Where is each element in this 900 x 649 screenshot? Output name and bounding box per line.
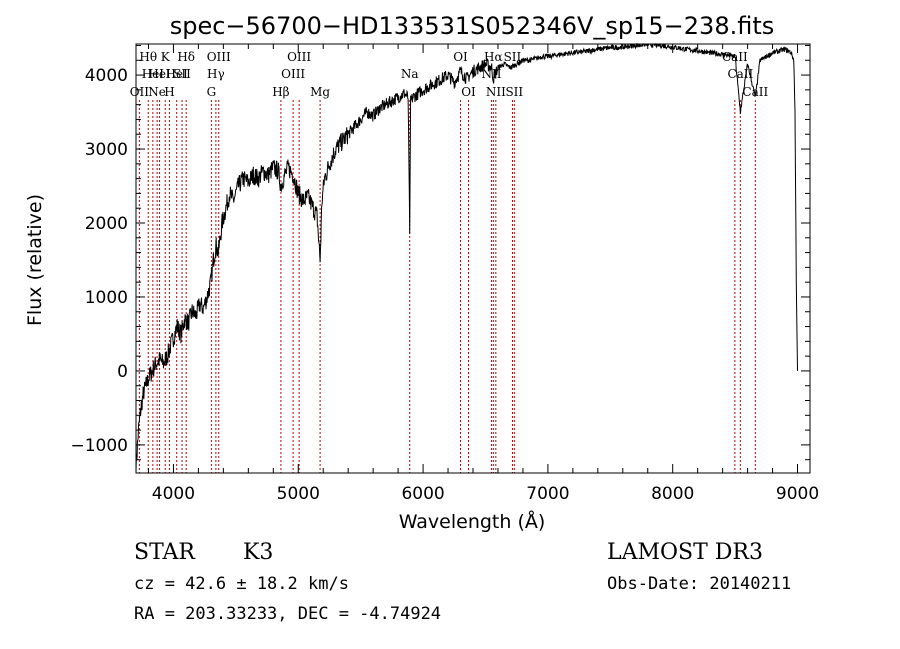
object-class: STAR bbox=[134, 540, 195, 565]
y-tick-label: −1000 bbox=[70, 436, 128, 456]
spectral-line-label: Ne bbox=[148, 85, 166, 99]
spectral-line-label: K bbox=[161, 50, 171, 64]
spectral-line-label: OI bbox=[453, 50, 468, 64]
spectral-line-label: SII bbox=[505, 85, 523, 99]
spectral-line-label: SII bbox=[504, 50, 522, 64]
spectral-line-label: OIII bbox=[207, 50, 231, 64]
spectral-line-markers: OIIHθHeINeHeIKHHeISIIHδGHγOIIIHβOIIIOIII… bbox=[130, 50, 768, 473]
spectral-line-label: HeI bbox=[148, 67, 171, 81]
y-tick-label: 2000 bbox=[85, 214, 128, 234]
spectral-line-label: Hβ bbox=[272, 85, 289, 99]
redshift-velocity: cz = 42.6 ± 18.2 km/s bbox=[134, 574, 349, 594]
survey-name: LAMOST DR3 bbox=[607, 540, 763, 565]
spectral-line-label: Na bbox=[401, 67, 419, 81]
spectral-line-label: Hθ bbox=[139, 50, 157, 64]
spectral-line-label: OI bbox=[461, 85, 476, 99]
x-tick-label: 9000 bbox=[776, 484, 819, 504]
y-tick-label: 1000 bbox=[85, 288, 128, 308]
x-axis: 4000 5000 6000 7000 8000 9000 bbox=[147, 44, 819, 504]
spectral-line-label: Hγ bbox=[207, 67, 225, 81]
spectral-line-label: Hα bbox=[484, 50, 503, 64]
spectral-line-label: CaII bbox=[727, 67, 753, 81]
spectral-line-label: NII bbox=[486, 85, 506, 99]
y-axis: −1000 0 1000 2000 3000 4000 bbox=[70, 44, 810, 461]
object-subclass: K3 bbox=[243, 540, 274, 565]
spectral-line-label: G bbox=[207, 85, 217, 99]
spectral-line-label: Mg bbox=[310, 85, 330, 99]
x-axis-title: Wavelength (Å) bbox=[399, 510, 546, 533]
observation-date: Obs-Date: 20140211 bbox=[607, 574, 792, 594]
y-axis-title: Flux (relative) bbox=[24, 194, 46, 326]
x-tick-label: 7000 bbox=[526, 484, 569, 504]
y-tick-label: 0 bbox=[117, 362, 128, 382]
x-tick-label: 8000 bbox=[651, 484, 694, 504]
spectral-line-label: OIII bbox=[287, 50, 311, 64]
spectral-line-label: SII bbox=[173, 67, 191, 81]
chart-title: spec−56700−HD133531S052346V_sp15−238.fit… bbox=[170, 12, 775, 40]
spectral-line-label: OIII bbox=[281, 67, 305, 81]
x-tick-label: 4000 bbox=[152, 484, 195, 504]
x-tick-label: 6000 bbox=[401, 484, 444, 504]
x-tick-label: 5000 bbox=[277, 484, 320, 504]
plot-frame bbox=[135, 43, 811, 474]
spectral-line-label: Hδ bbox=[177, 50, 195, 64]
spectrum-series bbox=[135, 42, 798, 474]
y-tick-label: 3000 bbox=[85, 140, 128, 160]
spectral-line-label: HeI bbox=[142, 67, 165, 81]
spectral-line-label: H bbox=[164, 85, 174, 99]
spectrum-line bbox=[135, 42, 798, 474]
spectral-line-label: OII bbox=[130, 85, 150, 99]
spectral-line-label: HeI bbox=[166, 67, 189, 81]
y-tick-label: 4000 bbox=[85, 66, 128, 86]
sky-coordinates: RA = 203.33233, DEC = -4.74924 bbox=[134, 604, 442, 624]
